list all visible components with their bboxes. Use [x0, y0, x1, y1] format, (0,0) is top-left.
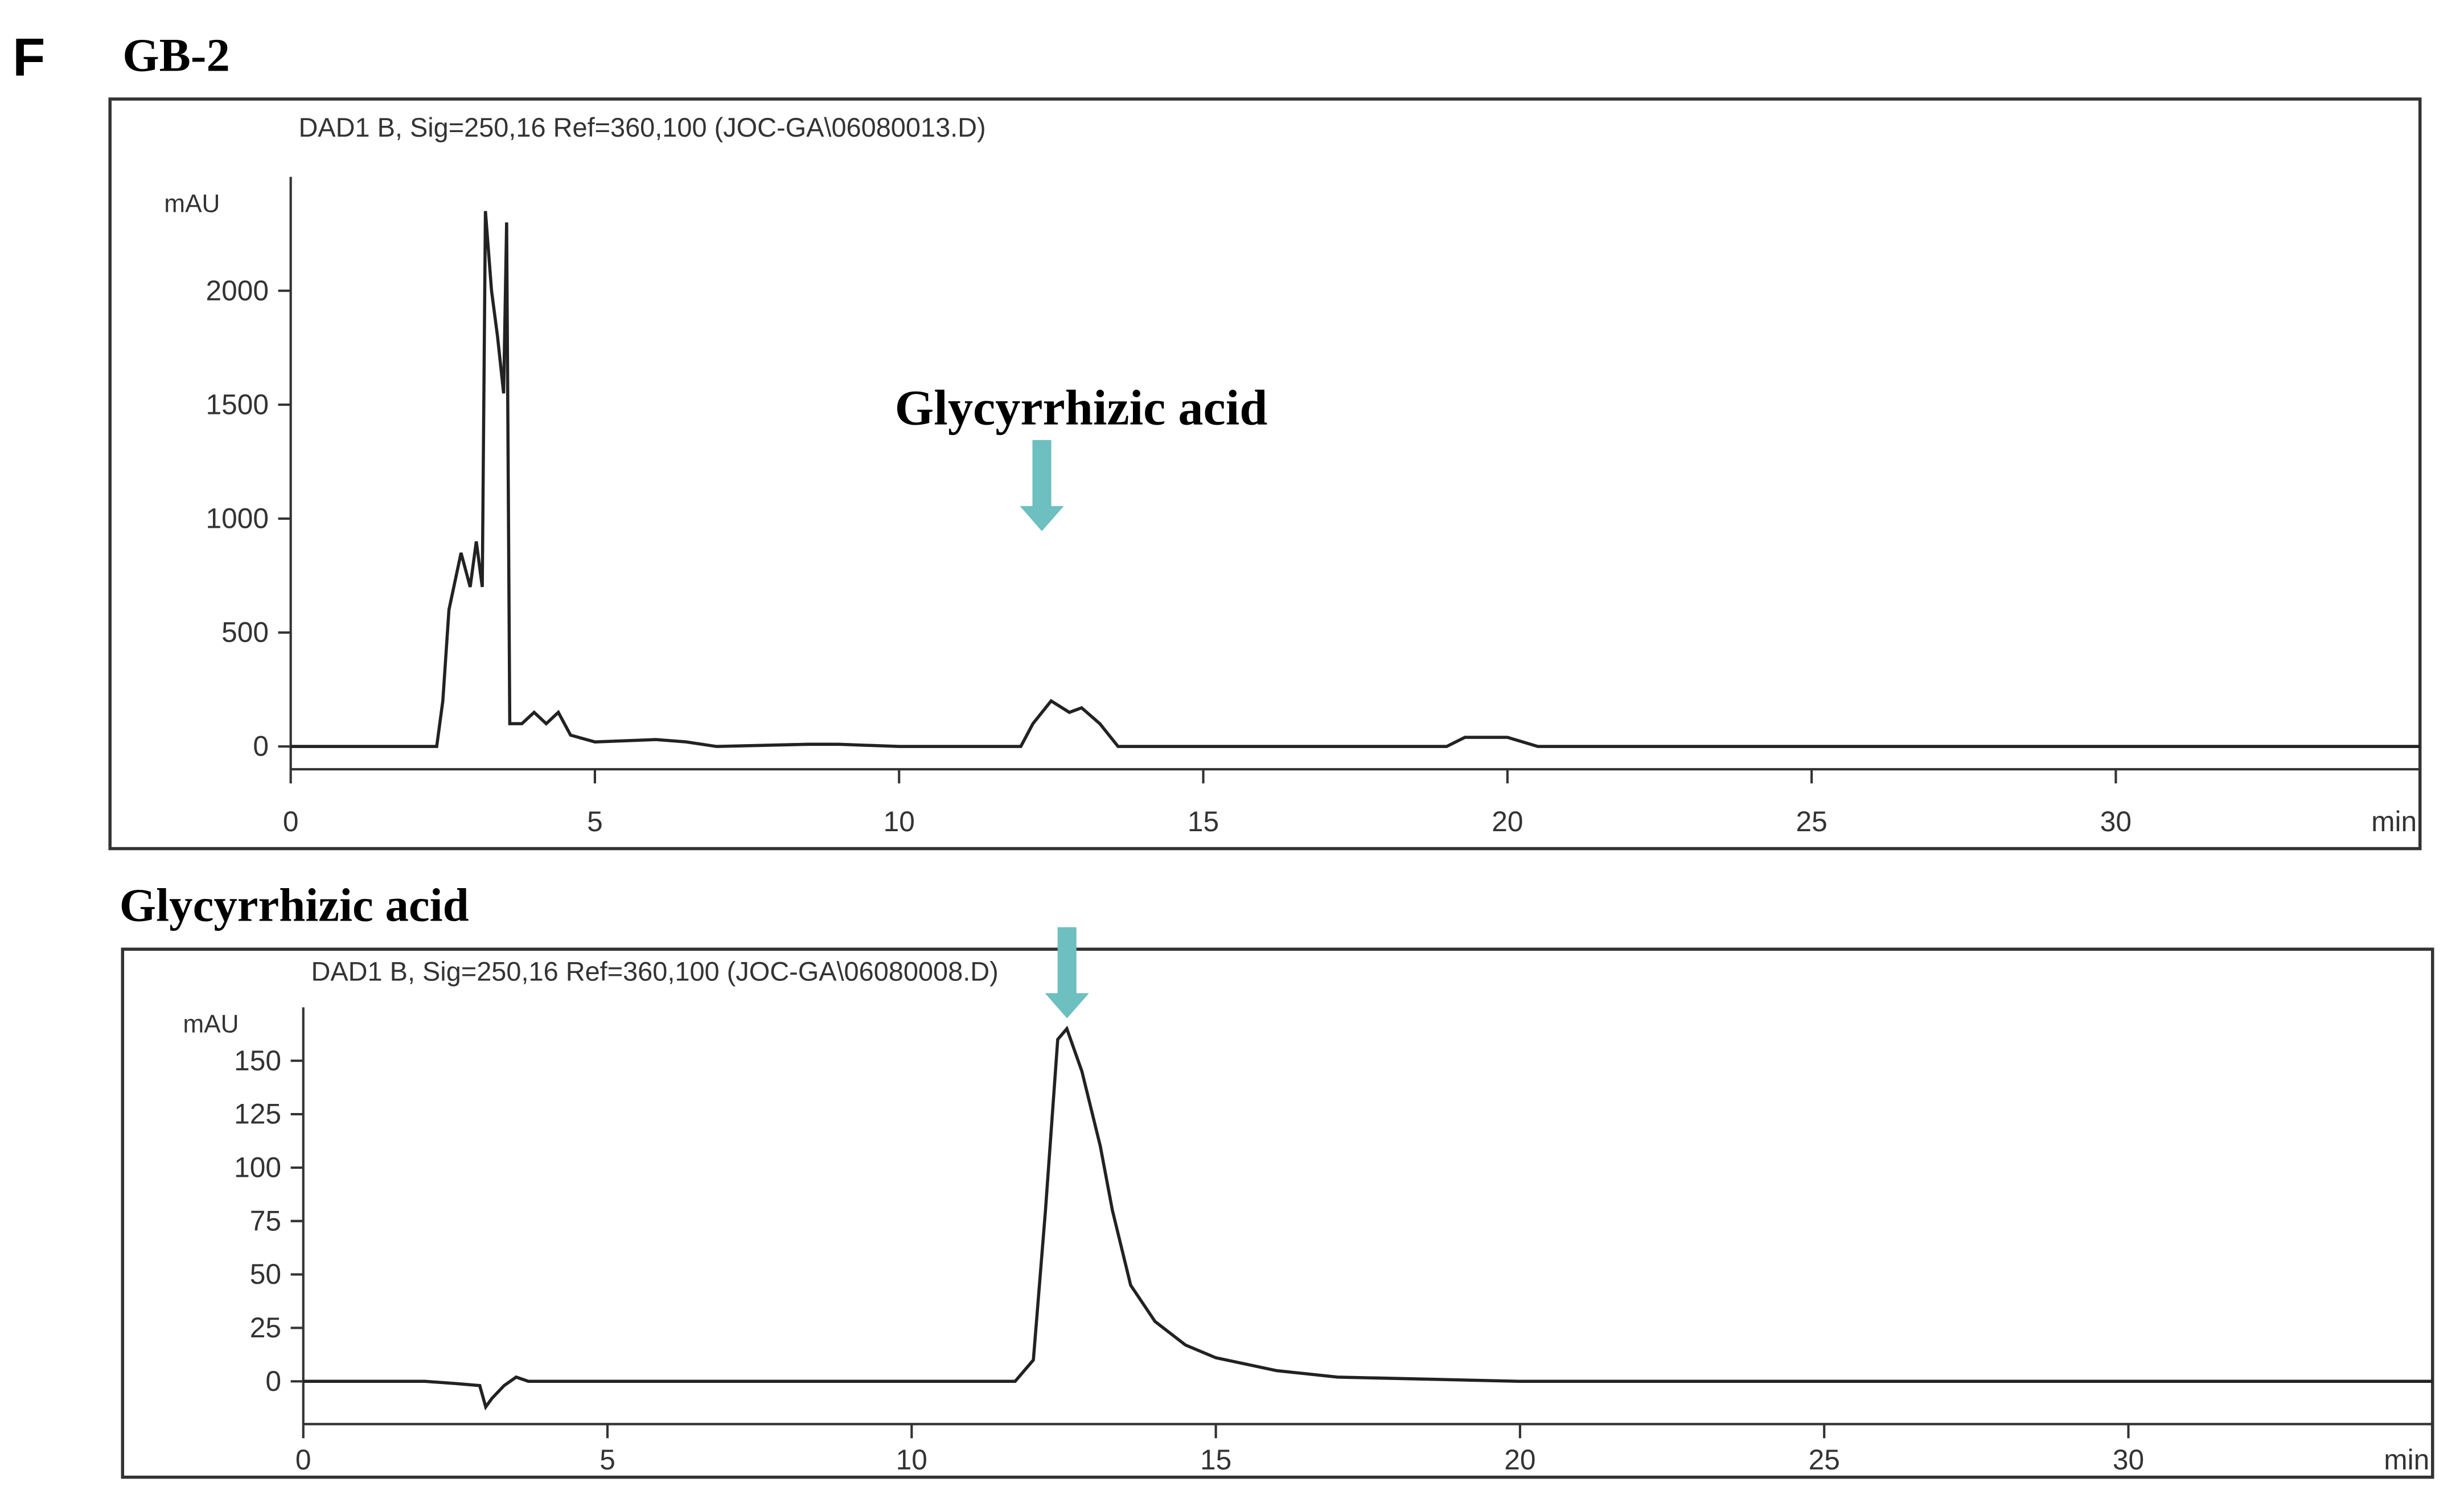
y-tick-label: 125	[234, 1098, 281, 1130]
x-tick-label: 0	[283, 806, 299, 837]
trace	[303, 1025, 2433, 1411]
x-tick-label: 20	[1504, 1444, 1535, 1476]
x-tick-label: 20	[1492, 806, 1523, 837]
chart: Glycyrrhizic acid DAD1 B, Sig=250,16 Ref=…	[120, 879, 2434, 1479]
x-tick-label: 25	[1796, 806, 1827, 837]
y-tick-label: 1000	[206, 502, 269, 534]
x-tick-label: 30	[2100, 806, 2132, 837]
plot-frame	[121, 947, 2434, 1479]
chart: GB-2 DAD1 B, Sig=250,16 Ref=360,100 (JOC-…	[108, 28, 2422, 851]
y-tick-label: 2000	[206, 274, 269, 306]
annotation: Glycyrrhizic acid	[895, 380, 1268, 436]
chart-subtitle: DAD1 B, Sig=250,16 Ref=360,100 (JOC-GA\0…	[298, 113, 985, 142]
x-tick-label: 10	[896, 1444, 927, 1476]
trace	[290, 211, 2420, 748]
arrow	[1045, 927, 1089, 1019]
chart-title: GB-2	[122, 28, 230, 81]
arrow	[1020, 440, 1064, 532]
plot-frame	[108, 97, 2422, 851]
y-tick-label: 0	[265, 1365, 281, 1397]
x-tick-label: 15	[1200, 1444, 1231, 1476]
x-axis-label: min	[2371, 806, 2417, 837]
y-tick-label: 150	[234, 1045, 281, 1077]
y-tick-label: 500	[221, 617, 269, 648]
x-tick-label: 10	[884, 806, 915, 837]
x-axis-label: min	[2384, 1444, 2429, 1476]
panel-label: F	[13, 27, 45, 87]
x-tick-label: 30	[2113, 1444, 2144, 1476]
x-tick-label: 25	[1809, 1444, 1840, 1476]
y-tick-label: 0	[253, 730, 269, 762]
x-tick-label: 5	[587, 806, 603, 837]
chart-subtitle: DAD1 B, Sig=250,16 Ref=360,100 (JOC-GA\0…	[311, 956, 999, 986]
chart-title: Glycyrrhizic acid	[120, 879, 469, 931]
y-axis-label: mAU	[164, 190, 220, 218]
y-tick-label: 75	[250, 1205, 281, 1237]
x-tick-label: 5	[599, 1444, 615, 1476]
y-tick-label: 100	[234, 1151, 281, 1183]
y-tick-label: 1500	[206, 388, 269, 420]
x-tick-label: 0	[295, 1444, 311, 1476]
x-tick-label: 15	[1188, 806, 1219, 837]
y-tick-label: 50	[250, 1258, 281, 1290]
y-axis-label: mAU	[183, 1011, 239, 1038]
y-tick-label: 25	[250, 1312, 281, 1344]
